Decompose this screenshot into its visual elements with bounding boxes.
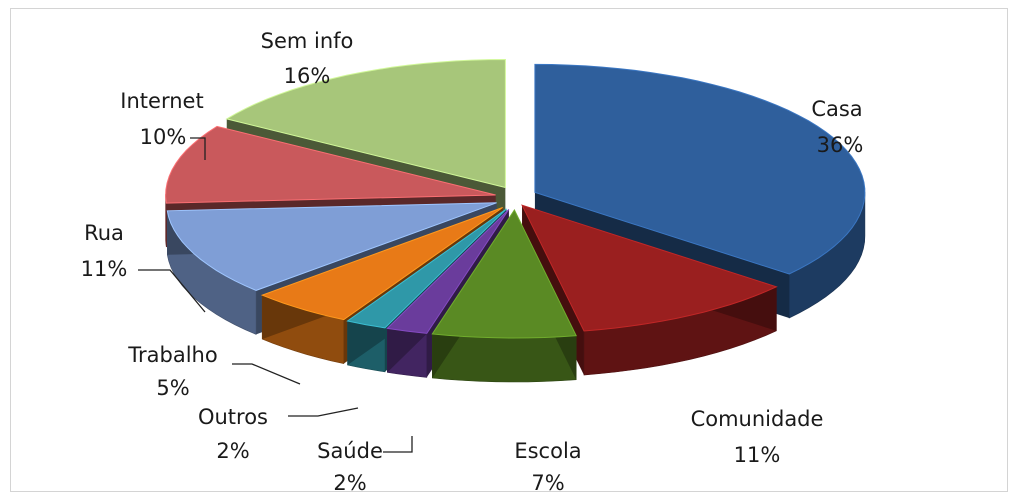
label-pct-outros: 2% [216,439,249,463]
slice-comunidade [521,204,778,332]
label-name-casa: Casa [811,97,862,121]
label-name-comunidade: Comunidade [691,407,824,431]
slice-tops [165,58,866,339]
leader-line-saude [383,436,413,453]
leader-line-trabalho [232,363,301,385]
label-pct-casa: 36% [817,133,864,157]
leader-line-outros [288,407,359,417]
label-name-outros: Outros [198,405,268,429]
label-pct-escola: 7% [531,471,564,495]
slice-sem-info [225,58,506,189]
leader-line-internet [190,137,206,160]
label-name-saude: Saúde [317,439,383,463]
slice-outros [346,208,507,329]
label-pct-saude: 2% [333,471,366,495]
leader-line-rua [138,269,206,313]
slice-escola [431,208,577,339]
label-name-internet: Internet [120,89,203,113]
slice-trabalho [260,207,503,321]
slice-casa [534,63,866,275]
label-pct-rua: 11% [81,257,128,281]
slice-rua [166,202,497,291]
label-pct-sem-info: 16% [284,64,331,88]
label-pct-trabalho: 5% [156,376,189,400]
label-name-rua: Rua [84,221,124,245]
slice-saude [386,209,510,334]
label-pct-comunidade: 11% [734,443,781,467]
leader-lines [138,137,413,453]
label-name-escola: Escola [514,439,581,463]
label-name-sem-info: Sem info [261,29,354,53]
label-name-trabalho: Trabalho [127,343,217,367]
label-pct-internet: 10% [140,125,187,149]
slice-internet [165,125,496,204]
